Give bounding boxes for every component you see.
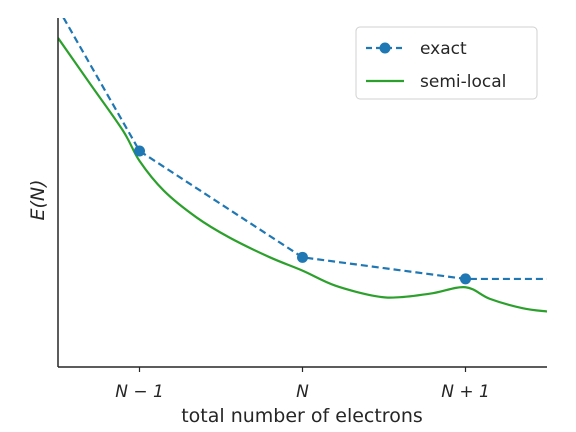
x-tick-label-1: N (296, 382, 309, 402)
y-axis-label: E(N) (27, 179, 49, 220)
x-tick-label-0: N − 1 (115, 382, 164, 402)
legend: exact semi-local (355, 26, 538, 100)
x-tick-label-2: N + 1 (441, 382, 490, 402)
data-point-exact-0 (134, 145, 145, 157)
legend-exact-marker (379, 42, 391, 54)
x-ticks: N − 1 N N + 1 (115, 367, 490, 402)
legend-exact-label: exact (420, 39, 467, 59)
x-axis-label: total number of electrons (181, 405, 423, 427)
series-line-exact (62, 18, 547, 281)
data-point-exact-2 (460, 273, 471, 285)
plot-area: N − 1 N N + 1 (57, 18, 547, 402)
legend-semilocal-label: semi-local (420, 72, 506, 92)
data-point-exact-1 (297, 251, 308, 263)
series-layer (58, 18, 547, 313)
